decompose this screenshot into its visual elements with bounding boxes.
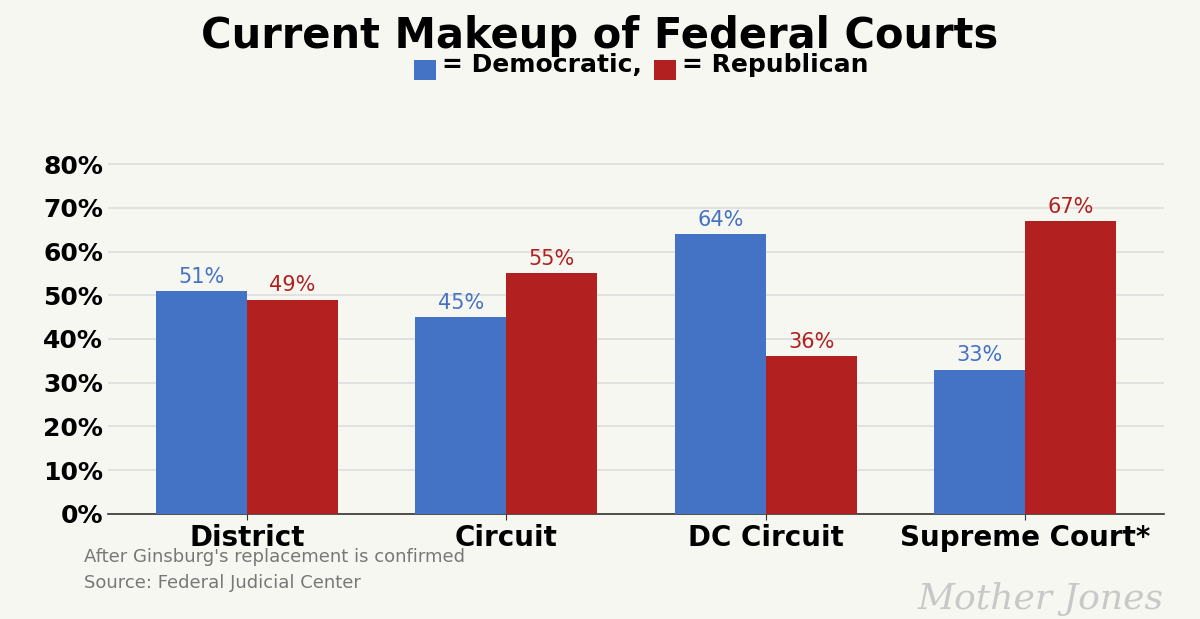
- Text: Source: Federal Judicial Center: Source: Federal Judicial Center: [84, 574, 361, 592]
- Bar: [415, 317, 506, 514]
- Text: After Ginsburg's replacement is confirmed: After Ginsburg's replacement is confirme…: [84, 548, 466, 566]
- Text: 55%: 55%: [528, 249, 575, 269]
- Text: 45%: 45%: [438, 293, 484, 313]
- Bar: [156, 291, 247, 514]
- Bar: [506, 274, 598, 514]
- Bar: [935, 370, 1025, 514]
- Text: 51%: 51%: [179, 267, 224, 287]
- Text: 49%: 49%: [269, 275, 316, 295]
- Text: 64%: 64%: [697, 210, 744, 230]
- Bar: [1025, 221, 1116, 514]
- Bar: [766, 357, 857, 514]
- Text: 33%: 33%: [956, 345, 1003, 365]
- Text: = Democratic,: = Democratic,: [442, 53, 642, 77]
- Bar: [247, 300, 337, 514]
- Bar: [674, 234, 766, 514]
- Text: Current Makeup of Federal Courts: Current Makeup of Federal Courts: [202, 15, 998, 58]
- Text: = Republican: = Republican: [682, 53, 868, 77]
- Text: 36%: 36%: [788, 332, 834, 352]
- Text: 67%: 67%: [1048, 197, 1093, 217]
- Text: Mother Jones: Mother Jones: [918, 582, 1164, 616]
